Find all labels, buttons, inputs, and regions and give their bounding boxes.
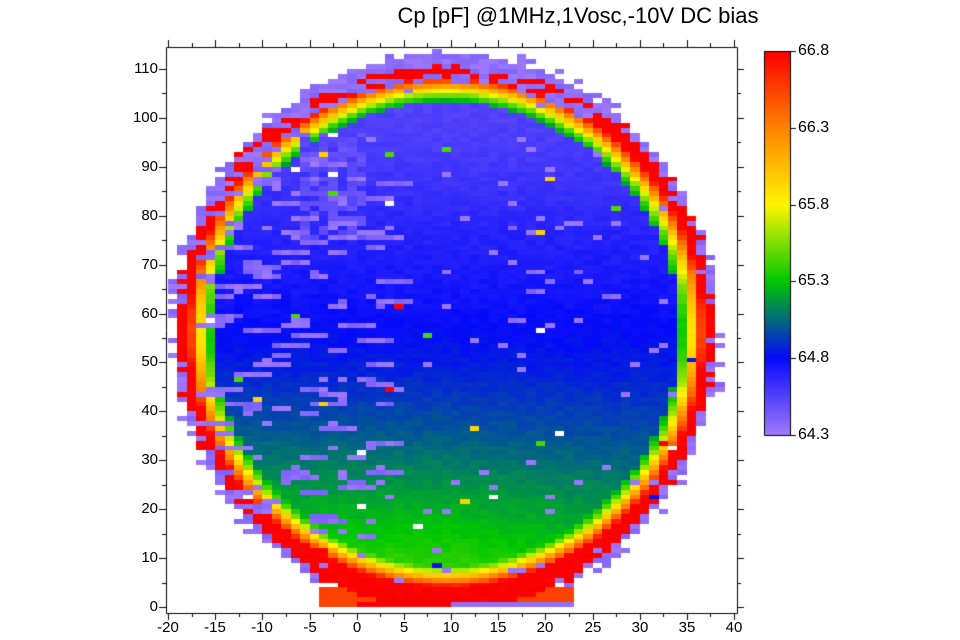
chart-title: Cp [pF] @1MHz,1Vosc,-10V DC bias (397, 3, 759, 28)
